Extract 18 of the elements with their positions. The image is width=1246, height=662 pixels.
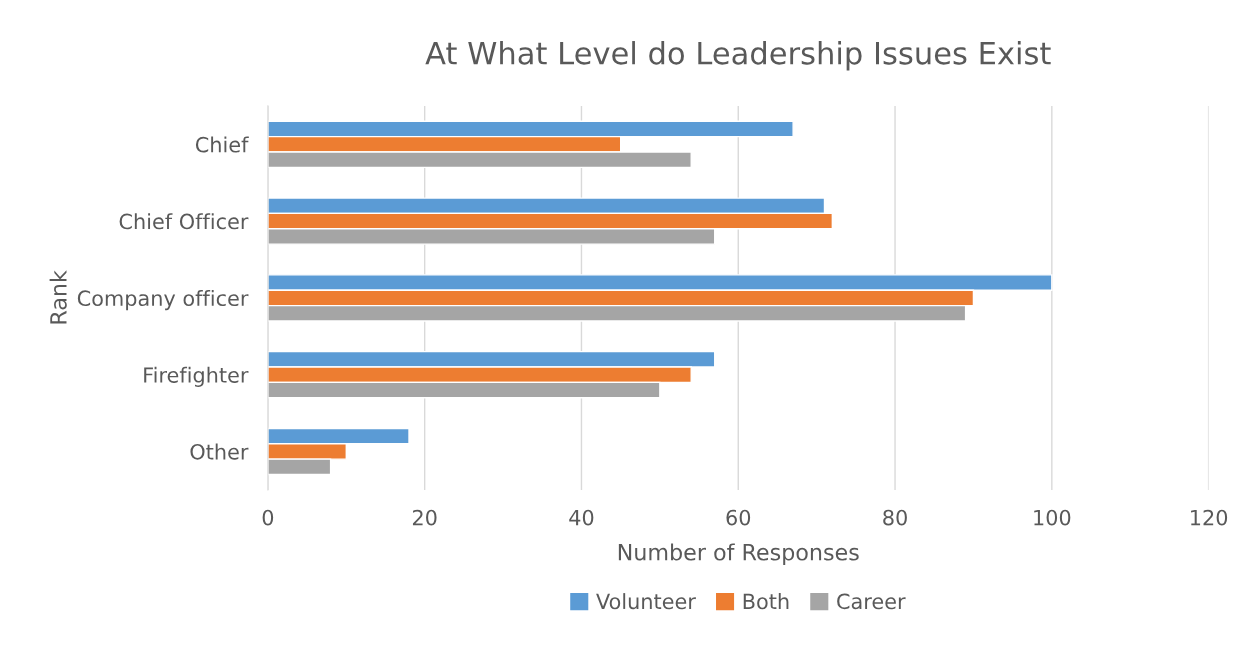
chart-title: At What Level do Leadership Issues Exist — [425, 41, 1051, 71]
y-tick-label: Company officer — [77, 289, 249, 311]
x-tick-label: 60 — [726, 509, 751, 526]
legend-label: Volunteer — [596, 593, 696, 610]
y-tick-label: Chief — [195, 136, 249, 153]
x-axis-title: Number of Responses — [618, 543, 859, 565]
x-tick-label: 0 — [262, 509, 274, 526]
x-tick-label: 100 — [1034, 509, 1071, 526]
x-tick-label: 40 — [569, 509, 594, 526]
y-tick-label: Other — [190, 443, 249, 460]
y-axis-title: Rank — [49, 270, 67, 324]
x-tick-label: 20 — [412, 509, 437, 526]
x-tick-label: 80 — [883, 509, 907, 526]
y-tick-label: Chief Officer — [119, 213, 249, 230]
x-tick-label: 120 — [1191, 509, 1228, 526]
legend-label: Both — [743, 593, 789, 610]
y-tick-label: Firefighter — [144, 366, 249, 387]
legend-label: Career — [837, 593, 906, 610]
